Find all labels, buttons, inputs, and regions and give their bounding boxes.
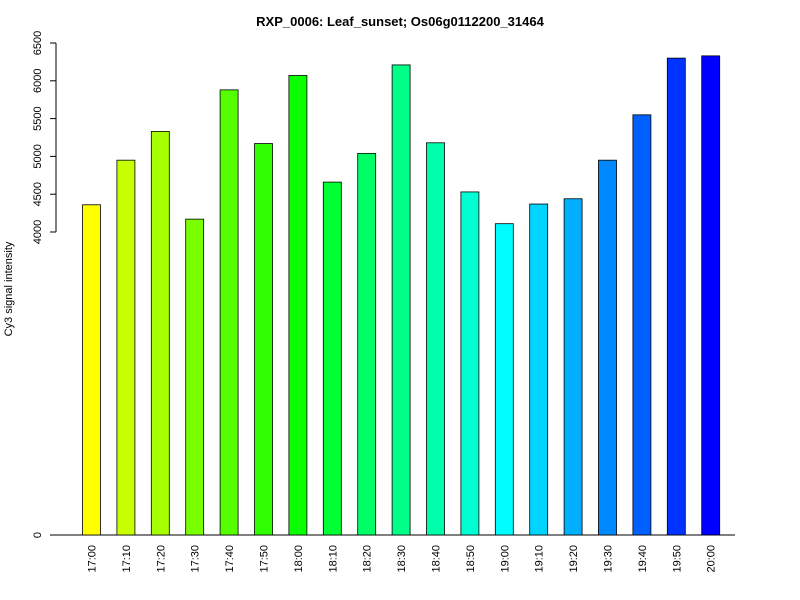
bar-1710 bbox=[116, 159, 136, 536]
bar-1700 bbox=[82, 204, 101, 536]
x-tick-label: 17:30 bbox=[190, 545, 202, 573]
y-tick-label: 5000 bbox=[32, 144, 44, 168]
x-tick-label: 18:00 bbox=[293, 545, 305, 573]
bar-1730 bbox=[185, 218, 205, 536]
bar-1740 bbox=[219, 89, 239, 536]
x-tick-label: 17:40 bbox=[224, 545, 236, 573]
x-tick-label: 17:50 bbox=[259, 545, 271, 573]
x-tick-label: 19:30 bbox=[603, 545, 615, 573]
bar-1830 bbox=[391, 64, 411, 536]
y-tick-label: 6500 bbox=[32, 31, 44, 55]
y-tick-label: 6000 bbox=[32, 69, 44, 93]
y-tick-label: 5500 bbox=[32, 106, 44, 130]
chart-title: RXP_0006: Leaf_sunset; Os06g0112200_3146… bbox=[256, 14, 544, 29]
bar-1720 bbox=[150, 131, 170, 536]
y-axis: 0 4000 4500 5000 5500 6000 6500 bbox=[32, 31, 57, 538]
bar-1750 bbox=[254, 143, 273, 536]
y-tick-label: 0 bbox=[32, 532, 44, 538]
bar-1930 bbox=[598, 159, 617, 536]
x-tick-label: 17:00 bbox=[87, 545, 99, 573]
x-tick-label: 19:10 bbox=[534, 545, 546, 573]
bar-1950 bbox=[666, 57, 686, 536]
bars bbox=[82, 55, 721, 536]
x-tick-label: 17:10 bbox=[121, 545, 133, 573]
bar-2000 bbox=[701, 55, 721, 536]
y-axis-label: Cy3 signal intensity bbox=[3, 241, 15, 336]
x-tick-label: 17:20 bbox=[155, 545, 167, 573]
x-tick-label: 18:50 bbox=[465, 545, 477, 573]
bar-1820 bbox=[357, 152, 377, 536]
bar-1800 bbox=[288, 75, 308, 536]
y-tick-label: 4000 bbox=[32, 220, 44, 244]
x-tick-label: 20:00 bbox=[706, 545, 718, 573]
bar-1910 bbox=[529, 203, 549, 536]
y-tick-label: 4500 bbox=[32, 182, 44, 206]
x-tick-labels: 17:00 17:10 17:20 17:30 17:40 17:50 18:00 18:10… bbox=[87, 545, 718, 573]
x-tick-label: 19:20 bbox=[568, 545, 580, 573]
x-tick-label: 18:40 bbox=[431, 545, 443, 573]
bar-1840 bbox=[426, 142, 445, 536]
x-tick-label: 19:40 bbox=[637, 545, 649, 573]
x-tick-label: 18:10 bbox=[327, 545, 339, 573]
x-tick-label: 19:50 bbox=[671, 545, 683, 573]
bar-1900 bbox=[494, 223, 514, 536]
bar-1810 bbox=[322, 181, 342, 536]
x-tick-label: 19:00 bbox=[499, 545, 511, 573]
bar-1940 bbox=[632, 114, 652, 536]
x-tick-label: 18:30 bbox=[396, 545, 408, 573]
bar-1850 bbox=[460, 191, 480, 536]
x-tick-label: 18:20 bbox=[362, 545, 374, 573]
bar-1920 bbox=[563, 198, 583, 536]
